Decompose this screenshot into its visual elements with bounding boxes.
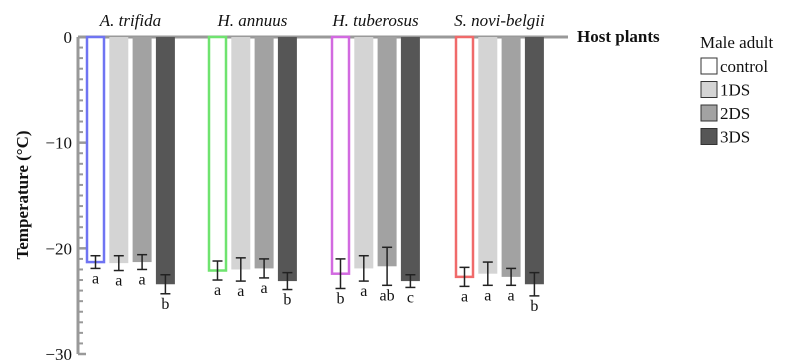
significance-letter: b [283,292,291,309]
error-bar [235,257,246,282]
significance-letter: a [237,283,244,300]
significance-letter: a [139,271,146,288]
legend-label: control [720,57,768,76]
error-bar [212,260,223,281]
significance-letter: c [407,289,414,306]
bar-1DS [354,37,374,269]
bar-1DS [231,37,251,270]
y-tick-label: −10 [45,134,72,153]
significance-letter: a [214,282,221,299]
bar-control [207,35,228,272]
significance-letter: ab [380,287,395,304]
legend-label: 3DS [720,128,750,147]
category-label: H. tuberosus [331,11,419,30]
bars-layer [85,35,544,297]
legend-label: 2DS [720,104,750,123]
significance-letter: b [337,290,345,307]
category-label: A. trifida [99,11,161,30]
bar-2DS [132,37,152,263]
significance-letter: b [530,298,538,315]
x-axis-title: Host plants [577,27,660,46]
bar-1DS [478,37,498,274]
significance-letter: a [484,287,491,304]
error-bar [405,274,416,289]
bar-3DS [524,37,544,285]
bar-2DS [501,37,521,277]
category-label: H. annuus [216,11,287,30]
bar-control [330,35,351,275]
bar-control [454,35,475,279]
error-bar [259,258,270,279]
legend-swatch-control [700,57,718,75]
y-tick-label: −30 [45,345,72,363]
error-bar [160,274,171,295]
significance-letter: a [92,270,99,287]
error-bar [529,271,540,297]
significance-letter: a [360,283,367,300]
error-bar [482,261,493,287]
category-label: S. novi-belgii [454,11,545,30]
bar-2DS [254,37,274,269]
significance-letter: b [161,296,169,313]
legend-title: Male adult [700,33,773,52]
text-layer: 0 −10 −20 −30 Temperature (°C) Host plants A. … [13,11,660,363]
error-bar [382,246,393,287]
significance-letter: a [261,280,268,297]
error-bar [335,258,346,290]
bar-1DS [109,37,129,264]
bar-3DS [277,37,297,282]
legend-swatch-2DS [700,104,718,122]
bar-3DS [400,37,420,282]
legend-swatch-1DS [700,81,718,98]
significance-letter: a [115,273,122,290]
error-bar [90,254,101,270]
legend-label: 1DS [720,81,750,100]
bar-control [85,35,106,264]
y-tick-label: 0 [64,28,73,47]
error-bar [459,266,470,288]
bar-2DS [377,37,397,267]
significance-letter: a [461,288,468,305]
y-axis-title: Temperature (°C) [13,130,32,259]
significance-letter: a [508,287,515,304]
legend: Male adult control 1DS 2DS 3DS [700,33,773,147]
error-bar [113,254,124,272]
error-bar [358,254,369,282]
legend-swatch-3DS [700,128,718,145]
error-bar [282,271,293,291]
y-tick-label: −20 [45,239,72,258]
error-bar [137,253,148,271]
bar-3DS [155,37,175,285]
error-bar [506,267,517,287]
